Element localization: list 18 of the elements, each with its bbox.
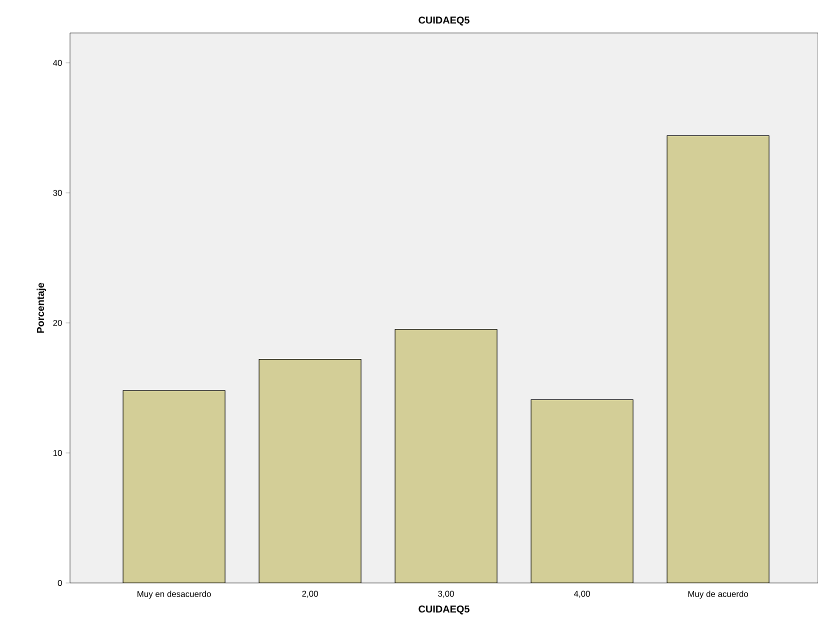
x-axis-title: CUIDAEQ5: [418, 605, 470, 614]
x-tick-label: Muy en desacuerdo: [138, 590, 211, 599]
x-tick-label: 3,00: [438, 590, 454, 598]
x-tick-label: 2,00: [302, 590, 318, 598]
y-tick-label: 0: [58, 580, 62, 586]
chart-title: CUIDAEQ5: [418, 16, 470, 26]
bar: [530, 399, 634, 583]
bar: [123, 390, 226, 583]
y-tick-label: 30: [53, 190, 62, 196]
y-tick-label: 40: [53, 60, 62, 66]
bar: [666, 135, 770, 583]
y-tick-label: 20: [53, 320, 62, 326]
x-tick-label: Muy de acuerdo: [688, 590, 748, 599]
y-tick-label: 10: [53, 450, 62, 456]
bar: [394, 329, 498, 583]
y-axis-title: Porcentaje: [36, 282, 46, 333]
bar: [258, 359, 362, 583]
x-tick-label: 4,00: [574, 590, 590, 598]
